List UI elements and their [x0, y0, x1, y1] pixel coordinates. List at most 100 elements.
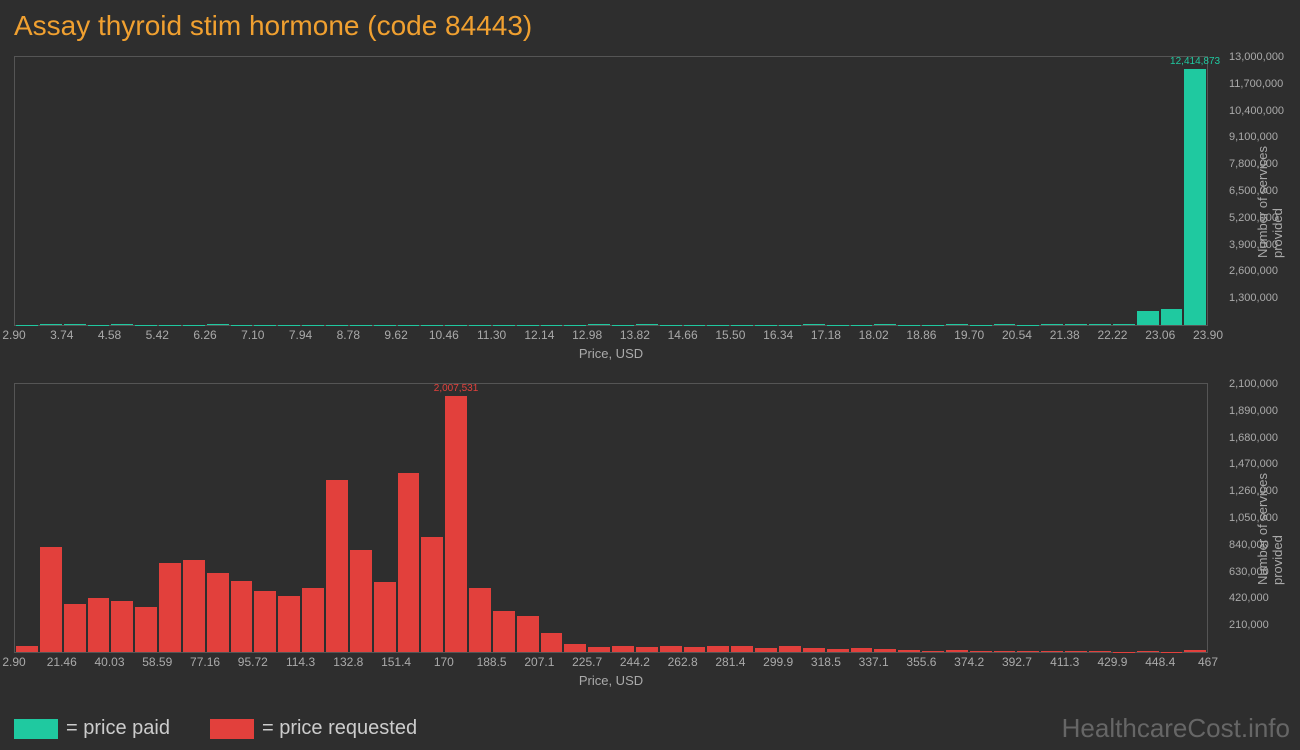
y-tick: 2,600,000: [1229, 265, 1278, 277]
histogram-bar: [994, 651, 1016, 652]
peak-label: 12,414,873: [1170, 56, 1220, 67]
x-tick: 18.02: [859, 328, 889, 342]
histogram-bar: [1089, 324, 1111, 325]
histogram-bar: [445, 396, 467, 652]
x-tick: 2.90: [2, 328, 25, 342]
histogram-bar: [779, 646, 801, 652]
histogram-bar: [254, 591, 276, 652]
x-tick: 19.70: [954, 328, 984, 342]
x-tick: 281.4: [715, 655, 745, 669]
x-tick: 448.4: [1145, 655, 1175, 669]
x-tick: 188.5: [477, 655, 507, 669]
histogram-bar: [541, 633, 563, 652]
x-tick: 6.26: [193, 328, 216, 342]
histogram-bar: [207, 573, 229, 652]
y-tick: 1,300,000: [1229, 292, 1278, 304]
histogram-bar: [374, 582, 396, 652]
paid-x-axis: 2.903.744.585.426.267.107.948.789.6210.4…: [14, 326, 1208, 342]
x-tick: 11.30: [477, 328, 506, 342]
histogram-bar: [588, 647, 610, 652]
histogram-bar: [517, 616, 539, 652]
x-tick: 337.1: [859, 655, 889, 669]
watermark: HealthcareCost.info: [1062, 713, 1290, 744]
x-tick: 374.2: [954, 655, 984, 669]
histogram-bar: [135, 607, 157, 652]
paid-chart: 12,414,873 1,300,0002,600,0003,900,0005,…: [14, 56, 1286, 361]
histogram-bar: [111, 324, 133, 325]
y-tick: 1,680,000: [1229, 432, 1278, 444]
histogram-bar: [946, 650, 968, 652]
histogram-bar: [278, 596, 300, 652]
histogram-bar: [970, 651, 992, 652]
x-tick: 8.78: [337, 328, 360, 342]
histogram-bar: [517, 325, 539, 326]
legend-requested-swatch: [210, 719, 254, 739]
x-tick: 7.10: [241, 328, 264, 342]
chart-title: Assay thyroid stim hormone (code 84443): [0, 0, 1300, 48]
x-tick: 10.46: [429, 328, 459, 342]
histogram-bar: [803, 324, 825, 325]
x-tick: 20.54: [1002, 328, 1032, 342]
histogram-bar: [183, 560, 205, 652]
histogram-bar: [1113, 652, 1135, 653]
histogram-bar: [898, 650, 920, 652]
x-tick: 4.58: [98, 328, 121, 342]
histogram-bar: [469, 325, 491, 326]
histogram-bar: [16, 646, 38, 652]
histogram-bar: [231, 325, 253, 326]
x-tick: 13.82: [620, 328, 650, 342]
histogram-bar: [159, 563, 181, 652]
histogram-bar: [469, 588, 491, 652]
histogram-bar: [851, 648, 873, 652]
legend-requested: = price requested: [210, 717, 417, 740]
requested-x-label: Price, USD: [14, 673, 1208, 688]
x-tick: 12.98: [572, 328, 602, 342]
histogram-bar: [874, 324, 896, 325]
histogram-bar: [374, 325, 396, 326]
x-tick: 22.22: [1097, 328, 1127, 342]
x-tick: 429.9: [1097, 655, 1127, 669]
y-tick: 1,890,000: [1229, 405, 1278, 417]
x-tick: 132.8: [333, 655, 363, 669]
histogram-bar: [707, 646, 729, 652]
histogram-bar: [660, 646, 682, 652]
histogram-bar: [1161, 652, 1183, 653]
histogram-bar: [779, 325, 801, 326]
x-tick: 23.06: [1145, 328, 1175, 342]
histogram-bar: [707, 325, 729, 326]
x-tick: 77.16: [190, 655, 220, 669]
histogram-bar: [564, 325, 586, 326]
histogram-bar: [731, 646, 753, 652]
x-tick: 17.18: [811, 328, 841, 342]
x-tick: 262.8: [668, 655, 698, 669]
histogram-bar: [40, 547, 62, 652]
legend-paid-label: = price paid: [66, 717, 170, 740]
requested-x-axis: 2.9021.4640.0358.5977.1695.72114.3132.81…: [14, 653, 1208, 669]
histogram-bar: [1041, 324, 1063, 325]
histogram-bar: [922, 651, 944, 652]
x-tick: 16.34: [763, 328, 793, 342]
histogram-bar: [40, 324, 62, 325]
y-tick: 10,400,000: [1229, 105, 1284, 117]
histogram-bar: [350, 550, 372, 652]
histogram-bar: [1113, 324, 1135, 325]
histogram-bar: [970, 325, 992, 326]
x-tick: 12.14: [524, 328, 554, 342]
histogram-bar: [302, 588, 324, 652]
requested-chart: 2,007,531 210,000420,000630,000840,0001,…: [14, 383, 1286, 688]
histogram-bar: [946, 324, 968, 325]
histogram-bar: [564, 644, 586, 652]
histogram-bar: [851, 325, 873, 326]
histogram-bar: [1184, 650, 1206, 652]
y-tick: 11,700,000: [1229, 78, 1283, 90]
histogram-bar: [88, 598, 110, 652]
histogram-bar: [1089, 651, 1111, 652]
histogram-bar: [922, 325, 944, 326]
histogram-bar: [421, 537, 443, 652]
y-tick: 210,000: [1229, 619, 1269, 631]
histogram-bar: [1041, 651, 1063, 652]
histogram-bar: [1065, 324, 1087, 325]
x-tick: 21.46: [47, 655, 77, 669]
histogram-bar: [493, 611, 515, 652]
x-tick: 411.3: [1050, 655, 1079, 669]
